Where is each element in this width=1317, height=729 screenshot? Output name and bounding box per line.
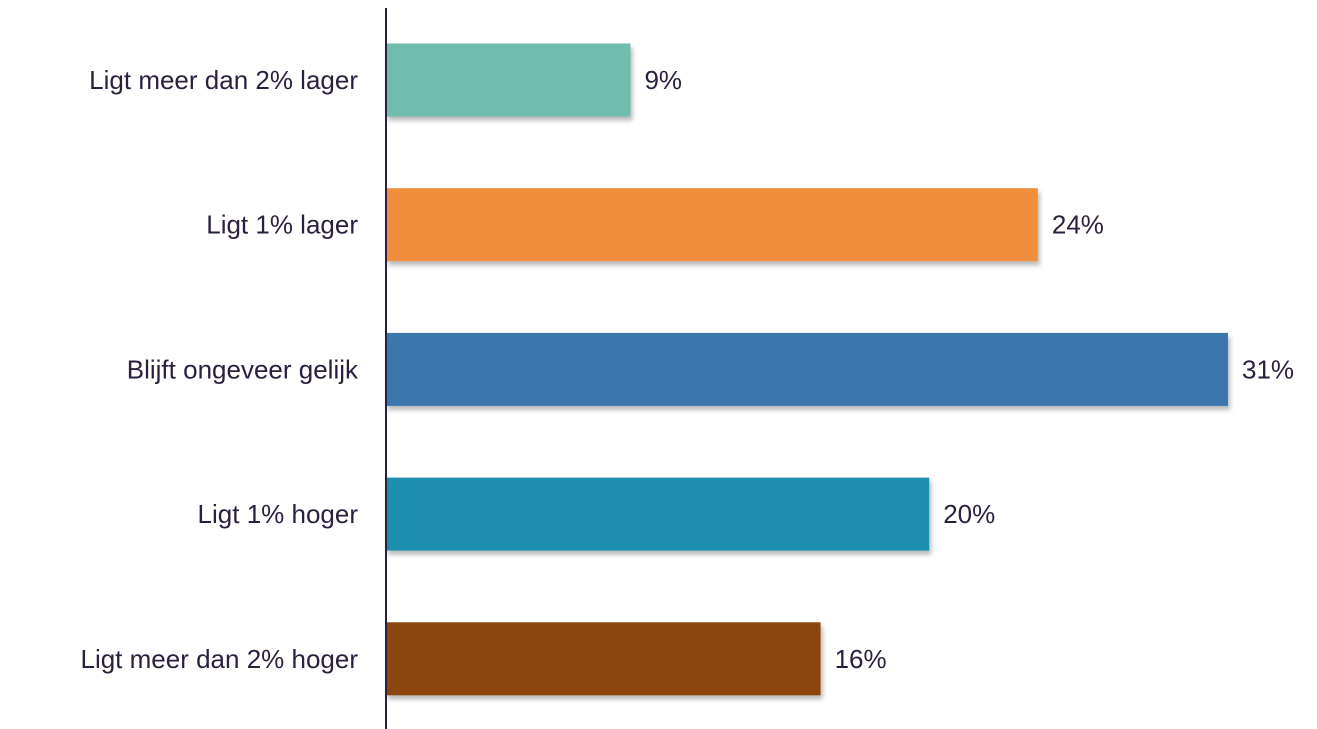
bar [386, 332, 1228, 406]
category-label: Ligt meer dan 2% lager [89, 65, 358, 95]
value-label: 31% [1242, 354, 1294, 384]
bar [386, 188, 1038, 262]
value-label: 24% [1052, 210, 1104, 240]
category-label: Ligt meer dan 2% hoger [80, 644, 358, 674]
bar [386, 43, 631, 117]
category-label: Blijft ongeveer gelijk [127, 354, 359, 384]
bar [386, 477, 930, 551]
bars-layer [386, 43, 1228, 696]
value-label: 9% [644, 65, 682, 95]
value-label: 16% [835, 644, 887, 674]
category-label: Ligt 1% lager [206, 210, 358, 240]
category-label: Ligt 1% hoger [198, 499, 359, 529]
value-label: 20% [943, 499, 995, 529]
bar [386, 622, 821, 696]
labels-layer: Ligt meer dan 2% lager 9% Ligt 1% lager 24%… [80, 65, 1294, 674]
